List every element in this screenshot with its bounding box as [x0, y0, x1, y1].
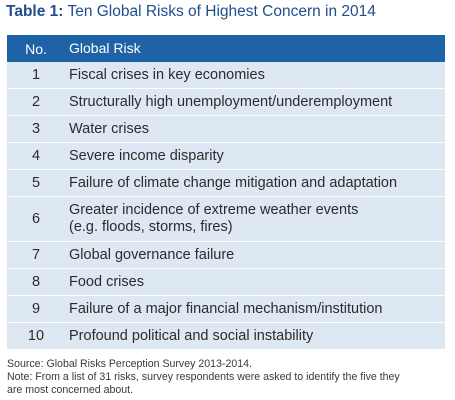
row-number: 8	[31, 274, 41, 290]
table-header-row: No. Global Risk	[7, 35, 445, 62]
table-row: 1 Fiscal crises in key economies	[7, 62, 445, 89]
row-risk: Failure of a major financial mechanism/i…	[69, 300, 383, 317]
row-risk: Food crises	[69, 273, 144, 290]
table-row: 9 Failure of a major financial mechanism…	[7, 296, 445, 323]
global-risks-table: No. Global Risk 1 Fiscal crises in key e…	[7, 35, 445, 350]
header-global-risk: Global Risk	[69, 40, 141, 56]
footnote-note-line1: Note: From a list of 31 risks, survey re…	[7, 371, 400, 383]
table-row: 6 Greater incidence of extreme weather e…	[7, 197, 445, 242]
row-risk: Profound political and social instabilit…	[69, 327, 314, 344]
table-title-text: Ten Global Risks of Highest Concern in 2…	[63, 3, 376, 20]
table-row: 4 Severe income disparity	[7, 143, 445, 170]
row-risk: Global governance failure	[69, 246, 235, 263]
row-number: 5	[31, 175, 41, 191]
row-number: 7	[31, 247, 41, 263]
row-number: 4	[31, 148, 41, 164]
row-risk-line2: (e.g. floods, storms, fires)	[69, 219, 233, 235]
footnote: Source: Global Risks Perception Survey 2…	[7, 358, 452, 397]
row-risk: Failure of climate change mitigation and…	[69, 174, 398, 191]
table-title: Table 1: Ten Global Risks of Highest Con…	[6, 2, 376, 22]
table-row: 10 Profound political and social instabi…	[7, 323, 445, 350]
table-row: 3 Water crises	[7, 116, 445, 143]
header-no: No.	[25, 40, 47, 57]
row-number: 10	[27, 328, 45, 344]
table-title-label: Table 1:	[6, 3, 64, 20]
row-risk: Water crises	[69, 120, 150, 137]
row-number: 2	[31, 94, 41, 110]
row-number: 6	[31, 211, 41, 227]
table-row: 8 Food crises	[7, 269, 445, 296]
row-risk: Fiscal crises in key economies	[69, 66, 265, 83]
row-risk: Structurally high unemployment/underempl…	[69, 93, 393, 110]
table-row: 2 Structurally high unemployment/underem…	[7, 89, 445, 116]
table-row: 7 Global governance failure	[7, 242, 445, 269]
row-risk: Greater incidence of extreme weather eve…	[65, 202, 445, 236]
row-risk-line1: Greater incidence of extreme weather eve…	[69, 202, 359, 218]
footnote-source: Source: Global Risks Perception Survey 2…	[7, 358, 252, 370]
row-risk: Severe income disparity	[69, 147, 224, 164]
row-number: 3	[31, 121, 41, 137]
row-number: 1	[31, 67, 41, 83]
row-number: 9	[31, 301, 41, 317]
table-row: 5 Failure of climate change mitigation a…	[7, 170, 445, 197]
footnote-note-line2: are most concerned about.	[7, 384, 134, 396]
